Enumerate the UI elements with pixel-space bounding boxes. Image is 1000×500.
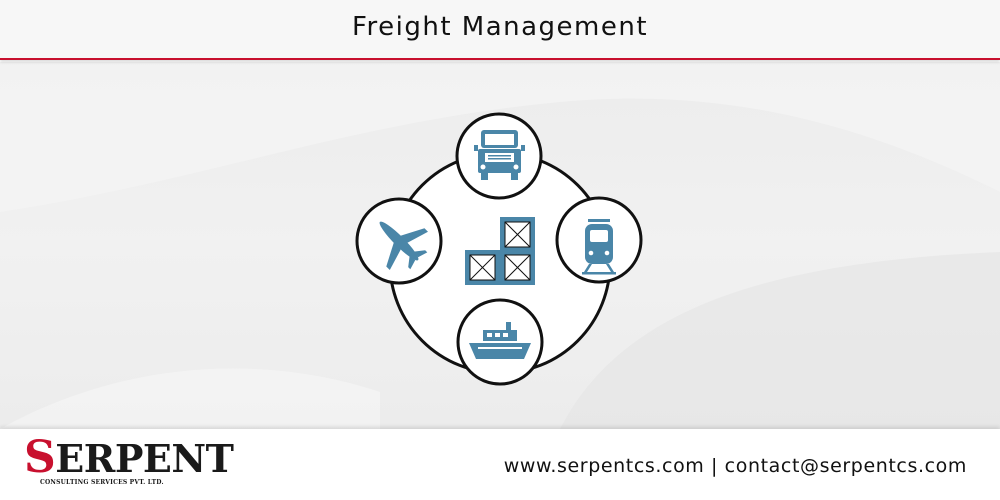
airplane-node [355,197,443,285]
contact-info: www.serpentcs.com | contact@serpentcs.co… [503,455,967,477]
main-banner [0,62,1000,429]
logo-tagline: CONSULTING SERVICES PVT. LTD. [40,479,164,486]
cargo-boxes-icon [465,217,535,285]
airplane-icon [379,221,428,270]
ship-icon [469,322,531,359]
train-icon [582,219,616,275]
logo-initial: S [24,432,56,483]
header-bar: Freight Management [0,0,1000,60]
page-title: Freight Management [351,12,649,42]
freight-diagram [355,112,643,386]
background-wave [0,62,1000,429]
logo-rest: ERPENT [55,436,234,481]
ship-node [456,298,544,386]
truck-node [455,112,543,200]
footer-bar: SERPENT CONSULTING SERVICES PVT. LTD. ww… [0,429,1000,500]
train-node [555,196,643,284]
serpent-logo: SERPENT CONSULTING SERVICES PVT. LTD. [24,436,234,492]
truck-icon [474,130,525,180]
logo-wordmark: SERPENT [24,436,234,481]
